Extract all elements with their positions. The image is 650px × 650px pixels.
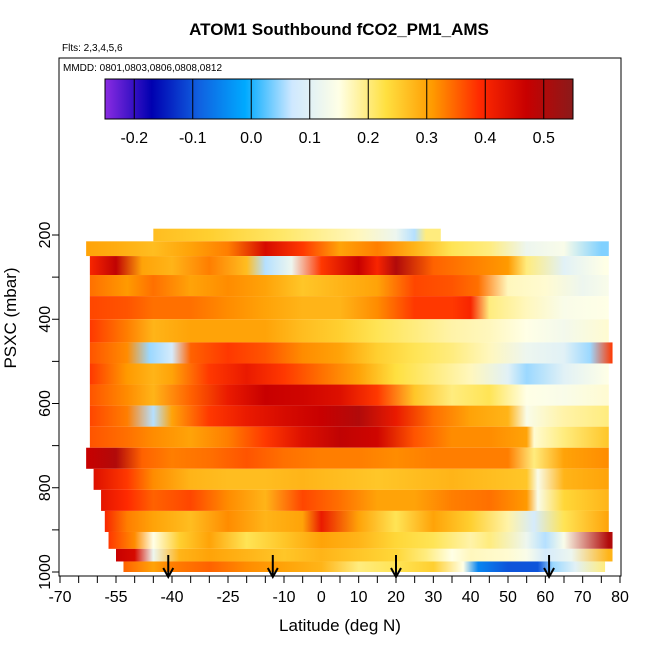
x-tick-label: -70 (48, 589, 71, 606)
heatmap-row (89, 384, 609, 406)
heatmap-row (86, 241, 609, 257)
x-tick-label: 80 (611, 589, 629, 606)
heatmap-row (89, 426, 609, 448)
x-tick-label: 20 (387, 589, 405, 606)
heatmap-row (108, 531, 613, 549)
y-tick-label: 200 (37, 222, 54, 249)
chart-title: ATOM1 Southbound fCO2_PM1_AMS (189, 20, 489, 39)
heatmap-row (89, 256, 609, 276)
dates-note: MMDD: 0801,0803,0806,0808,0812 (63, 63, 222, 74)
x-tick-label: 50 (499, 589, 517, 606)
x-tick-label: -40 (160, 589, 183, 606)
y-axis-label: PSXC (mbar) (1, 267, 20, 368)
x-axis-label: Latitude (deg N) (279, 616, 401, 635)
colorbar-tick-label: 0.2 (357, 130, 379, 147)
colorbar-tick-label: 0.0 (240, 130, 262, 147)
flight-arrow (162, 555, 175, 580)
flight-arrow (266, 555, 279, 580)
heatmap-row (89, 319, 609, 343)
heatmap-row (123, 561, 606, 572)
x-tick-label: 40 (462, 589, 480, 606)
x-axis: -70 -55 -40 -25 -10 0 10 20 30 40 50 60 70 80 (48, 576, 629, 606)
colorbar-gradient (104, 78, 574, 120)
colorbar-tick-label: 0.3 (416, 130, 438, 147)
colorbar-tick-label: 0.4 (474, 130, 496, 147)
heatmap-row (116, 548, 613, 562)
y-axis: 200 400 600 800 1000 (37, 222, 59, 590)
x-tick-label: 30 (424, 589, 442, 606)
x-tick-label: 0 (317, 589, 326, 606)
x-tick-label: -10 (272, 589, 295, 606)
flights-note: Flts: 2,3,4,5,6 (62, 43, 123, 54)
x-tick-label: 70 (574, 589, 592, 606)
heatmap-row (89, 296, 609, 320)
colorbar-tick-label: -0.1 (179, 130, 207, 147)
flight-arrow (543, 555, 555, 580)
colorbar-tick-label: 0.1 (299, 130, 321, 147)
colorbar: -0.2 -0.1 0.0 0.1 0.2 0.3 0.4 0.5 (104, 78, 574, 147)
heatmap-row (89, 275, 609, 297)
flight-arrows (162, 555, 555, 580)
y-tick-label: 600 (37, 390, 54, 417)
heatmap-layer (86, 228, 613, 572)
heatmap-row (86, 447, 609, 469)
colorbar-tick-label: 0.5 (533, 130, 555, 147)
heatmap-row (93, 468, 609, 490)
x-tick-label: -55 (104, 589, 127, 606)
heatmap-row (104, 510, 609, 532)
y-tick-label: 400 (37, 306, 54, 333)
x-tick-label: 60 (536, 589, 554, 606)
heatmap-row (89, 342, 613, 364)
x-tick-label: 10 (350, 589, 368, 606)
heatmap-row (101, 489, 609, 511)
heatmap-row (89, 363, 609, 385)
x-tick-label: -25 (216, 589, 239, 606)
y-tick-label: 800 (37, 474, 54, 501)
y-tick-label: 1000 (37, 554, 54, 590)
colorbar-tick-label: -0.2 (120, 130, 148, 147)
heatmap-row (153, 228, 441, 242)
heatmap-row (89, 405, 609, 427)
